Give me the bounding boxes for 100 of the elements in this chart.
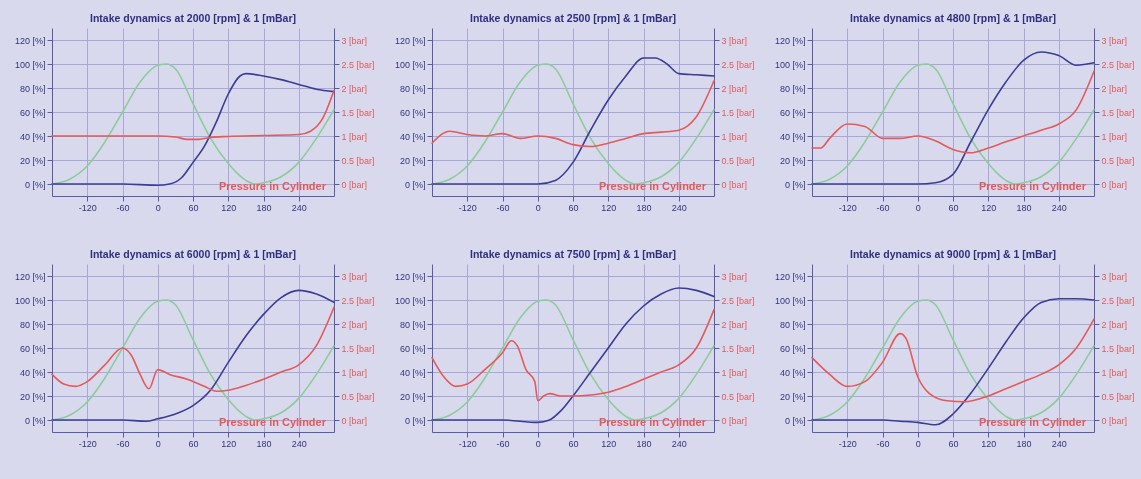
y2-tick-label: 1 [bar] bbox=[721, 367, 748, 378]
y2-tick-label: 0 [bar] bbox=[721, 415, 748, 426]
x-tick-label: 120 bbox=[981, 438, 997, 449]
y2-tick-label: 1.5 [bar] bbox=[341, 107, 375, 118]
chart-title: Intake dynamics at 2000 [rpm] & 1 [mBar] bbox=[90, 11, 296, 24]
x-tick-label: 180 bbox=[256, 202, 272, 213]
y2-tick-label: 2 [bar] bbox=[1101, 319, 1128, 330]
y2-tick-label: 2 [bar] bbox=[721, 83, 748, 94]
y-tick-label: 80 [%] bbox=[19, 83, 46, 94]
y-tick-label: 20 [%] bbox=[19, 391, 46, 402]
x-tick-label: -120 bbox=[838, 438, 857, 449]
y-tick-label: 20 [%] bbox=[399, 391, 426, 402]
y2-tick-label: 1 [bar] bbox=[341, 131, 368, 142]
x-tick-label: 240 bbox=[671, 438, 687, 449]
x-tick-label: 0 bbox=[155, 438, 161, 449]
x-tick-label: 120 bbox=[221, 438, 237, 449]
x-tick-label: 240 bbox=[291, 202, 307, 213]
y-tick-label: 80 [%] bbox=[19, 319, 46, 330]
x-tick-label: 0 bbox=[915, 438, 921, 449]
x-tick-label: 120 bbox=[601, 202, 617, 213]
line-series bbox=[51, 306, 335, 392]
y2-tick-label: 2.5 [bar] bbox=[1101, 295, 1135, 306]
x-tick-label: 0 bbox=[535, 438, 541, 449]
series-label: Pressure in Cylinder bbox=[599, 416, 707, 428]
x-tick-label: -60 bbox=[496, 438, 510, 449]
y-tick-label: 80 [%] bbox=[779, 319, 806, 330]
x-tick-label: -120 bbox=[78, 202, 97, 213]
x-tick-label: 120 bbox=[601, 438, 617, 449]
x-tick-label: 180 bbox=[1016, 202, 1032, 213]
y2-tick-label: 1.5 [bar] bbox=[341, 343, 375, 354]
line-series bbox=[431, 308, 715, 402]
y2-tick-label: 2.5 [bar] bbox=[1101, 59, 1135, 70]
chart-title: Intake dynamics at 2500 [rpm] & 1 [mBar] bbox=[470, 11, 676, 24]
y-tick-label: 120 [%] bbox=[394, 271, 426, 282]
chart-title: Intake dynamics at 6000 [rpm] & 1 [mBar] bbox=[90, 247, 296, 260]
x-tick-label: -120 bbox=[78, 438, 97, 449]
chart-title: Intake dynamics at 7500 [rpm] & 1 [mBar] bbox=[470, 247, 676, 260]
x-tick-label: -60 bbox=[116, 438, 130, 449]
y-tick-label: 40 [%] bbox=[19, 131, 46, 142]
y-tick-label: 80 [%] bbox=[399, 319, 426, 330]
text: Pressure in Cylinder bbox=[979, 180, 1087, 192]
y-tick-label: 100 [%] bbox=[774, 295, 806, 306]
y2-tick-label: 0.5 [bar] bbox=[721, 391, 755, 402]
y-tick-label: 0 [%] bbox=[24, 179, 46, 190]
y-tick-label: 100 [%] bbox=[394, 59, 426, 70]
line-series bbox=[431, 80, 715, 148]
y-tick-label: 40 [%] bbox=[779, 131, 806, 142]
y2-tick-label: 0.5 [bar] bbox=[1101, 155, 1135, 166]
line-series bbox=[51, 89, 335, 141]
y-tick-label: 40 [%] bbox=[399, 131, 426, 142]
y-tick-label: 60 [%] bbox=[19, 343, 46, 354]
y2-tick-label: 1 [bar] bbox=[1101, 131, 1128, 142]
y-tick-label: 120 [%] bbox=[774, 35, 806, 46]
y-tick-label: 60 [%] bbox=[779, 343, 806, 354]
series-label: Pressure in Cylinder bbox=[979, 416, 1087, 428]
y-tick-label: 80 [%] bbox=[399, 83, 426, 94]
y-tick-label: 120 [%] bbox=[14, 271, 46, 282]
text: Pressure in Cylinder bbox=[219, 180, 327, 192]
y-tick-label: 80 [%] bbox=[779, 83, 806, 94]
x-tick-label: -60 bbox=[496, 202, 510, 213]
y2-tick-label: 2 [bar] bbox=[1101, 83, 1128, 94]
x-tick-label: -120 bbox=[458, 202, 477, 213]
text: Pressure in Cylinder bbox=[599, 180, 707, 192]
y-tick-label: 0 [%] bbox=[784, 415, 806, 426]
y2-tick-label: 0 [bar] bbox=[1101, 179, 1128, 190]
y2-tick-label: 2.5 [bar] bbox=[721, 59, 755, 70]
y-tick-label: 40 [%] bbox=[779, 367, 806, 378]
x-tick-label: 120 bbox=[981, 202, 997, 213]
y2-tick-label: 3 [bar] bbox=[1101, 271, 1128, 282]
y2-tick-label: 1 [bar] bbox=[341, 367, 368, 378]
y-tick-label: 20 [%] bbox=[779, 391, 806, 402]
x-tick-label: 60 bbox=[948, 202, 959, 213]
y-tick-label: 100 [%] bbox=[14, 295, 46, 306]
x-tick-label: -60 bbox=[876, 202, 890, 213]
x-tick-label: -120 bbox=[838, 202, 857, 213]
y-tick-label: 0 [%] bbox=[784, 179, 806, 190]
y2-tick-label: 1 [bar] bbox=[721, 131, 748, 142]
x-tick-label: 120 bbox=[221, 202, 237, 213]
y-tick-label: 20 [%] bbox=[19, 155, 46, 166]
y2-tick-label: 2 [bar] bbox=[721, 319, 748, 330]
x-tick-label: 60 bbox=[568, 202, 579, 213]
y-tick-label: 40 [%] bbox=[19, 367, 46, 378]
x-tick-label: 180 bbox=[256, 438, 272, 449]
line-series bbox=[811, 70, 1095, 154]
y-tick-label: 20 [%] bbox=[779, 155, 806, 166]
y2-tick-label: 0.5 [bar] bbox=[341, 391, 375, 402]
chart-title: Intake dynamics at 4800 [rpm] & 1 [mBar] bbox=[850, 11, 1056, 24]
x-tick-label: -60 bbox=[116, 202, 130, 213]
y2-tick-label: 2.5 [bar] bbox=[721, 295, 755, 306]
y2-tick-label: 1.5 [bar] bbox=[1101, 107, 1135, 118]
y-tick-label: 0 [%] bbox=[404, 179, 426, 190]
y2-tick-label: 0 [bar] bbox=[721, 179, 748, 190]
y2-tick-label: 3 [bar] bbox=[1101, 35, 1128, 46]
x-tick-label: 60 bbox=[188, 438, 199, 449]
y2-tick-label: 0 [bar] bbox=[1101, 415, 1128, 426]
y-tick-label: 120 [%] bbox=[774, 271, 806, 282]
x-tick-label: 0 bbox=[535, 202, 541, 213]
x-tick-label: -120 bbox=[458, 438, 477, 449]
y-tick-label: 60 [%] bbox=[399, 107, 426, 118]
y2-tick-label: 1 [bar] bbox=[1101, 367, 1128, 378]
